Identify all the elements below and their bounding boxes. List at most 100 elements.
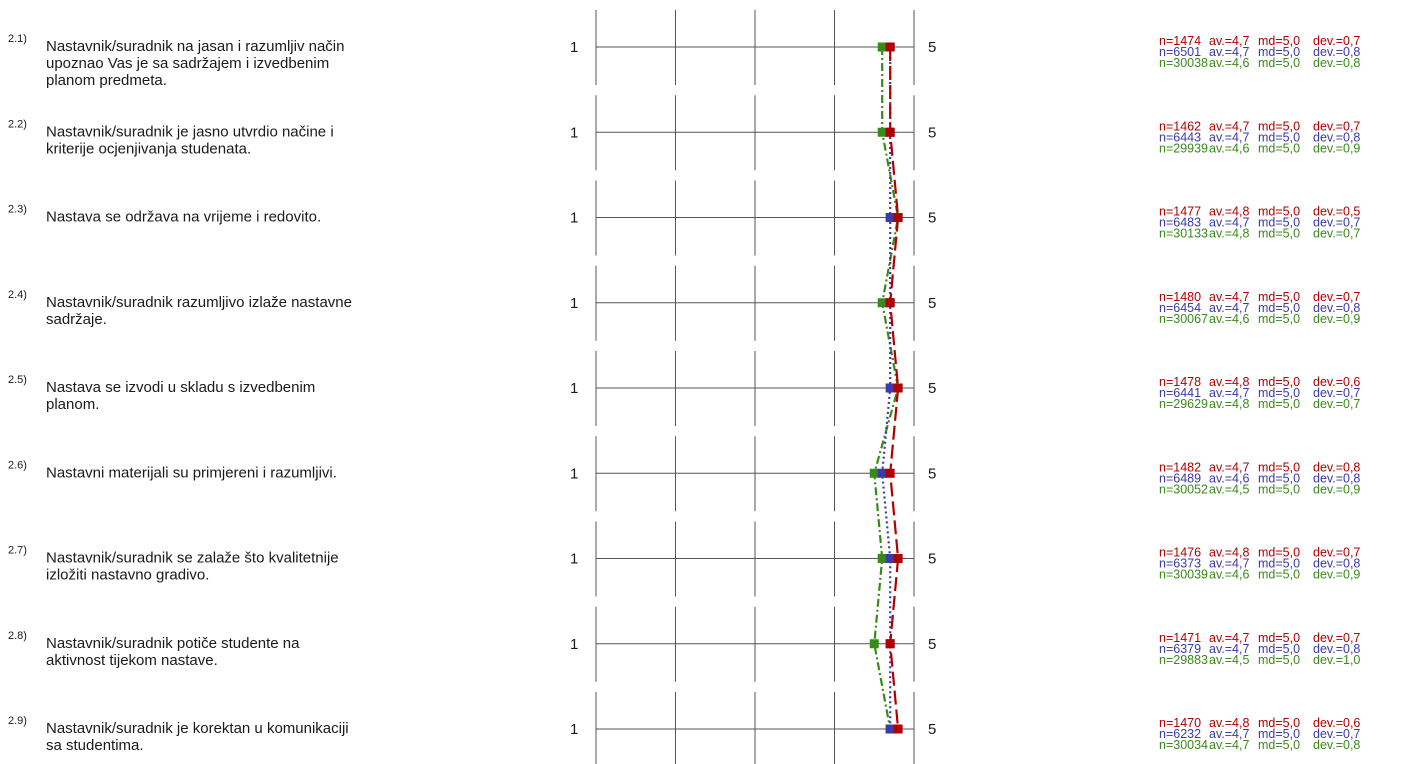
series-3-marker	[877, 554, 887, 563]
series-2-marker	[877, 468, 887, 478]
stat-md: md=5,0	[1258, 738, 1300, 752]
stat-dev: dev.=0,9	[1313, 312, 1360, 326]
stat-dev: dev.=0,6	[1313, 375, 1360, 389]
stat-av: av.=4,7	[1209, 301, 1249, 315]
stat-md: md=5,0	[1258, 568, 1300, 582]
series-1-marker	[885, 639, 895, 649]
question-row: 2.8) Nastavnik/suradnik potiče studente n…	[8, 630, 1360, 669]
stat-md: md=5,0	[1258, 290, 1300, 304]
question-number: 2.6)	[8, 459, 27, 471]
stat-n: n=1480	[1159, 290, 1201, 304]
stat-md: md=5,0	[1258, 56, 1300, 70]
question-text-line: planom.	[46, 396, 99, 413]
question-text-line: sadržaje.	[46, 311, 107, 328]
stat-n: n=30038	[1159, 56, 1208, 70]
stat-n: n=30034	[1159, 738, 1208, 752]
stat-n: n=30052	[1159, 482, 1208, 496]
stat-av: av.=4,7	[1209, 216, 1249, 230]
scale-min-label: 1	[570, 551, 578, 568]
stat-av: av.=4,7	[1209, 460, 1249, 474]
stat-av: av.=4,7	[1209, 119, 1249, 133]
question-row: 2.3) Nastava se održava na vrijeme i redo…	[8, 204, 1360, 241]
question-row: 2.6) Nastavni materijali su primjereni i …	[8, 459, 1360, 496]
stat-n: n=30039	[1159, 568, 1208, 582]
question-text-line: Nastavnik/suradnik je jasno utvrdio nači…	[46, 123, 334, 140]
scale-min-label: 1	[570, 636, 578, 653]
stat-dev: dev.=0,7	[1313, 227, 1360, 241]
stat-md: md=5,0	[1258, 301, 1300, 315]
question-text-line: Nastava se izvodi u skladu s izvedbenim	[46, 379, 315, 396]
series-3-marker	[877, 127, 887, 137]
stat-n: n=6501	[1159, 45, 1201, 59]
stat-av: av.=4,5	[1209, 482, 1249, 496]
question-text-line: izložiti nastavno gradivo.	[46, 567, 209, 584]
series-2-marker	[885, 213, 895, 222]
stat-dev: dev.=0,7	[1313, 386, 1360, 400]
stat-av: av.=4,6	[1209, 56, 1249, 70]
question-row: 2.5) Nastava se izvodi u skladu s izvedbe…	[8, 374, 1360, 413]
stat-av: av.=4,6	[1209, 568, 1249, 582]
scale-max-label: 5	[928, 295, 936, 312]
series-line-3	[873, 47, 900, 730]
stat-dev: dev.=0,7	[1313, 119, 1360, 133]
stat-md: md=5,0	[1258, 375, 1300, 389]
series-3-marker	[877, 298, 887, 308]
stat-dev: dev.=0,6	[1313, 716, 1360, 730]
scale-min-label: 1	[570, 39, 578, 56]
stat-dev: dev.=0,7	[1313, 546, 1360, 560]
stat-md: md=5,0	[1258, 397, 1300, 411]
stat-dev: dev.=0,8	[1313, 45, 1360, 59]
stat-md: md=5,0	[1258, 557, 1300, 571]
stat-n: n=1462	[1159, 119, 1201, 133]
stat-dev: dev.=0,8	[1313, 642, 1360, 656]
scale-min-label: 1	[570, 124, 578, 141]
stat-dev: dev.=0,8	[1313, 738, 1360, 752]
stat-av: av.=4,7	[1209, 34, 1249, 48]
series-1-marker	[893, 724, 903, 734]
stat-av: av.=4,7	[1209, 727, 1249, 741]
stat-av: av.=4,7	[1209, 642, 1249, 656]
question-text-line: Nastavnik/suradnik se zalaže što kvalite…	[46, 550, 339, 567]
question-row: 2.4) Nastavnik/suradnik razumljivo izlaže…	[8, 289, 1360, 328]
scale-max-label: 5	[928, 721, 936, 738]
series-1-marker	[885, 468, 895, 478]
stat-av: av.=4,6	[1209, 471, 1249, 485]
stat-dev: dev.=0,8	[1313, 301, 1360, 315]
stat-md: md=5,0	[1258, 460, 1300, 474]
scale-max-label: 5	[928, 465, 936, 482]
stat-dev: dev.=0,7	[1313, 397, 1360, 411]
stat-md: md=5,0	[1258, 482, 1300, 496]
stat-av: av.=4,8	[1209, 227, 1249, 241]
stat-md: md=5,0	[1258, 653, 1300, 667]
stat-n: n=1476	[1159, 546, 1201, 560]
stat-av: av.=4,8	[1209, 205, 1249, 219]
stat-av: av.=4,8	[1209, 375, 1249, 389]
question-text-line: sa studentima.	[46, 737, 144, 754]
series-1-marker	[893, 213, 903, 222]
question-text-line: planom predmeta.	[46, 72, 167, 89]
stat-md: md=5,0	[1258, 716, 1300, 730]
stat-av: av.=4,7	[1209, 386, 1249, 400]
series-1-marker	[893, 383, 903, 393]
stat-dev: dev.=0,7	[1313, 727, 1360, 741]
stat-n: n=1482	[1159, 460, 1201, 474]
stat-av: av.=4,6	[1209, 141, 1249, 155]
scale-min-label: 1	[570, 380, 578, 397]
question-text-line: upoznao Vas je sa sadržajem i izvedbenim	[46, 55, 329, 72]
stat-dev: dev.=0,7	[1313, 631, 1360, 645]
stat-md: md=5,0	[1258, 34, 1300, 48]
question-row: 2.7) Nastavnik/suradnik se zalaže što kva…	[8, 545, 1360, 584]
stat-n: n=6373	[1159, 557, 1201, 571]
series-3-marker	[869, 468, 879, 478]
stat-n: n=1470	[1159, 716, 1201, 730]
series-1-marker	[885, 127, 895, 137]
series-2-marker	[885, 554, 895, 563]
stat-n: n=1478	[1159, 375, 1201, 389]
stat-n: n=6443	[1159, 130, 1201, 144]
stat-av: av.=4,7	[1209, 631, 1249, 645]
stat-md: md=5,0	[1258, 205, 1300, 219]
stat-dev: dev.=0,8	[1313, 557, 1360, 571]
stat-n: n=1474	[1159, 34, 1201, 48]
series-2-marker	[885, 724, 895, 734]
